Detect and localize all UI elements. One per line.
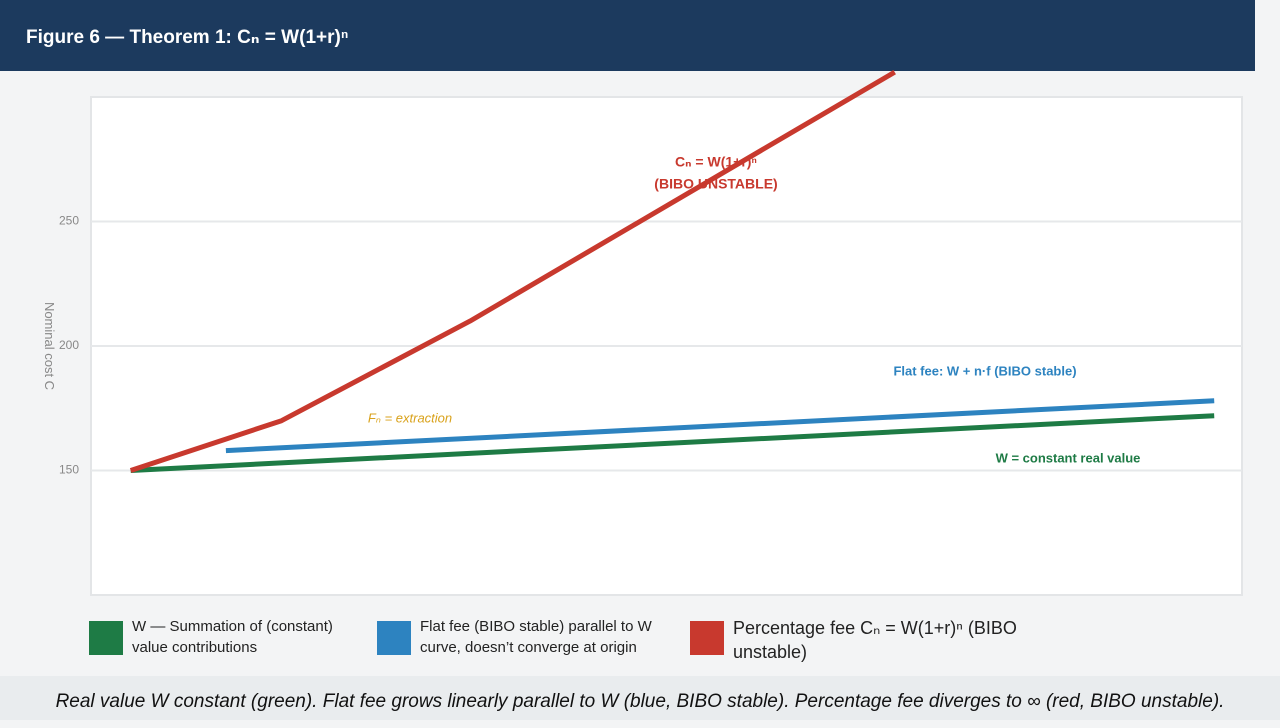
header-bar bbox=[0, 0, 1255, 71]
legend-item: W — Summation of (constant) value contri… bbox=[89, 616, 362, 658]
y-tick-label: 150 bbox=[59, 463, 79, 477]
legend-label: Flat fee (BIBO stable) parallel to W cur… bbox=[420, 618, 652, 656]
annotation: (BIBO UNSTABLE) bbox=[654, 176, 777, 192]
legend-swatch bbox=[690, 621, 724, 655]
chart-title: Figure 6 — Theorem 1: Cₙ = W(1+r)ⁿ bbox=[26, 27, 348, 48]
y-axis-label: Nominal cost C bbox=[42, 302, 57, 390]
legend-swatch bbox=[377, 621, 411, 655]
series-line bbox=[225, 398, 1215, 454]
legend-item: Percentage fee Cₙ = W(1+r)ⁿ (BIBO unstab… bbox=[690, 616, 1033, 664]
annotation: Cₙ = W(1+r)ⁿ bbox=[675, 154, 757, 170]
annotation: Fₙ = extraction bbox=[368, 410, 452, 425]
series-line bbox=[130, 413, 1215, 473]
y-tick-label: 250 bbox=[59, 214, 79, 228]
series-line bbox=[129, 69, 896, 473]
caption: Real value W constant (green). Flat fee … bbox=[0, 676, 1280, 720]
legend-label: Percentage fee Cₙ = W(1+r)ⁿ (BIBO unstab… bbox=[733, 618, 1017, 662]
legend-label: W — Summation of (constant) value contri… bbox=[132, 618, 333, 656]
legend-swatch bbox=[89, 621, 123, 655]
y-tick-label: 200 bbox=[59, 338, 79, 352]
annotation: Flat fee: W + n·f (BIBO stable) bbox=[893, 363, 1076, 378]
legend-item: Flat fee (BIBO stable) parallel to W cur… bbox=[377, 616, 680, 658]
annotation: W = constant real value bbox=[996, 450, 1141, 465]
